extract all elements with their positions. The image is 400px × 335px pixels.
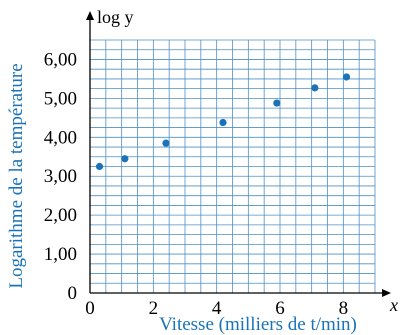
data-point	[311, 84, 319, 92]
y-tick-label: 0	[68, 283, 78, 304]
data-point	[121, 155, 129, 163]
x-tick-label: 0	[85, 298, 95, 319]
y-tick-label: 5,00	[44, 88, 77, 109]
y-tick-label: 1,00	[44, 244, 77, 265]
x-axis-arrow	[382, 289, 391, 297]
y-tick-label: 4,00	[44, 127, 77, 148]
y-tick-label: 6,00	[44, 49, 77, 70]
y-axis-label: Logarithme de la température	[6, 63, 27, 288]
y-axis-arrow	[86, 11, 94, 20]
y-axis-symbol: log y	[97, 7, 134, 27]
tick-labels: 0 2 4 6 8 0 1,00 2,00 3,00 4,00 5,00 6,00	[44, 49, 348, 319]
data-point	[273, 99, 281, 107]
axes	[86, 11, 391, 297]
x-tick-label: 4	[212, 298, 222, 319]
grid	[90, 39, 376, 293]
x-tick-label: 2	[149, 298, 159, 319]
data-point	[219, 118, 227, 127]
x-tick-label: 8	[339, 298, 349, 319]
data-point	[162, 139, 170, 147]
x-tick-label: 6	[275, 298, 285, 319]
x-axis-label: Vitesse (milliers de t/min)	[159, 314, 357, 335]
data-points	[95, 73, 351, 171]
data-point	[95, 162, 104, 171]
y-tick-label: 3,00	[44, 166, 77, 187]
data-point	[342, 73, 351, 81]
y-tick-label: 2,00	[44, 205, 77, 226]
x-axis-symbol: x	[389, 295, 398, 315]
